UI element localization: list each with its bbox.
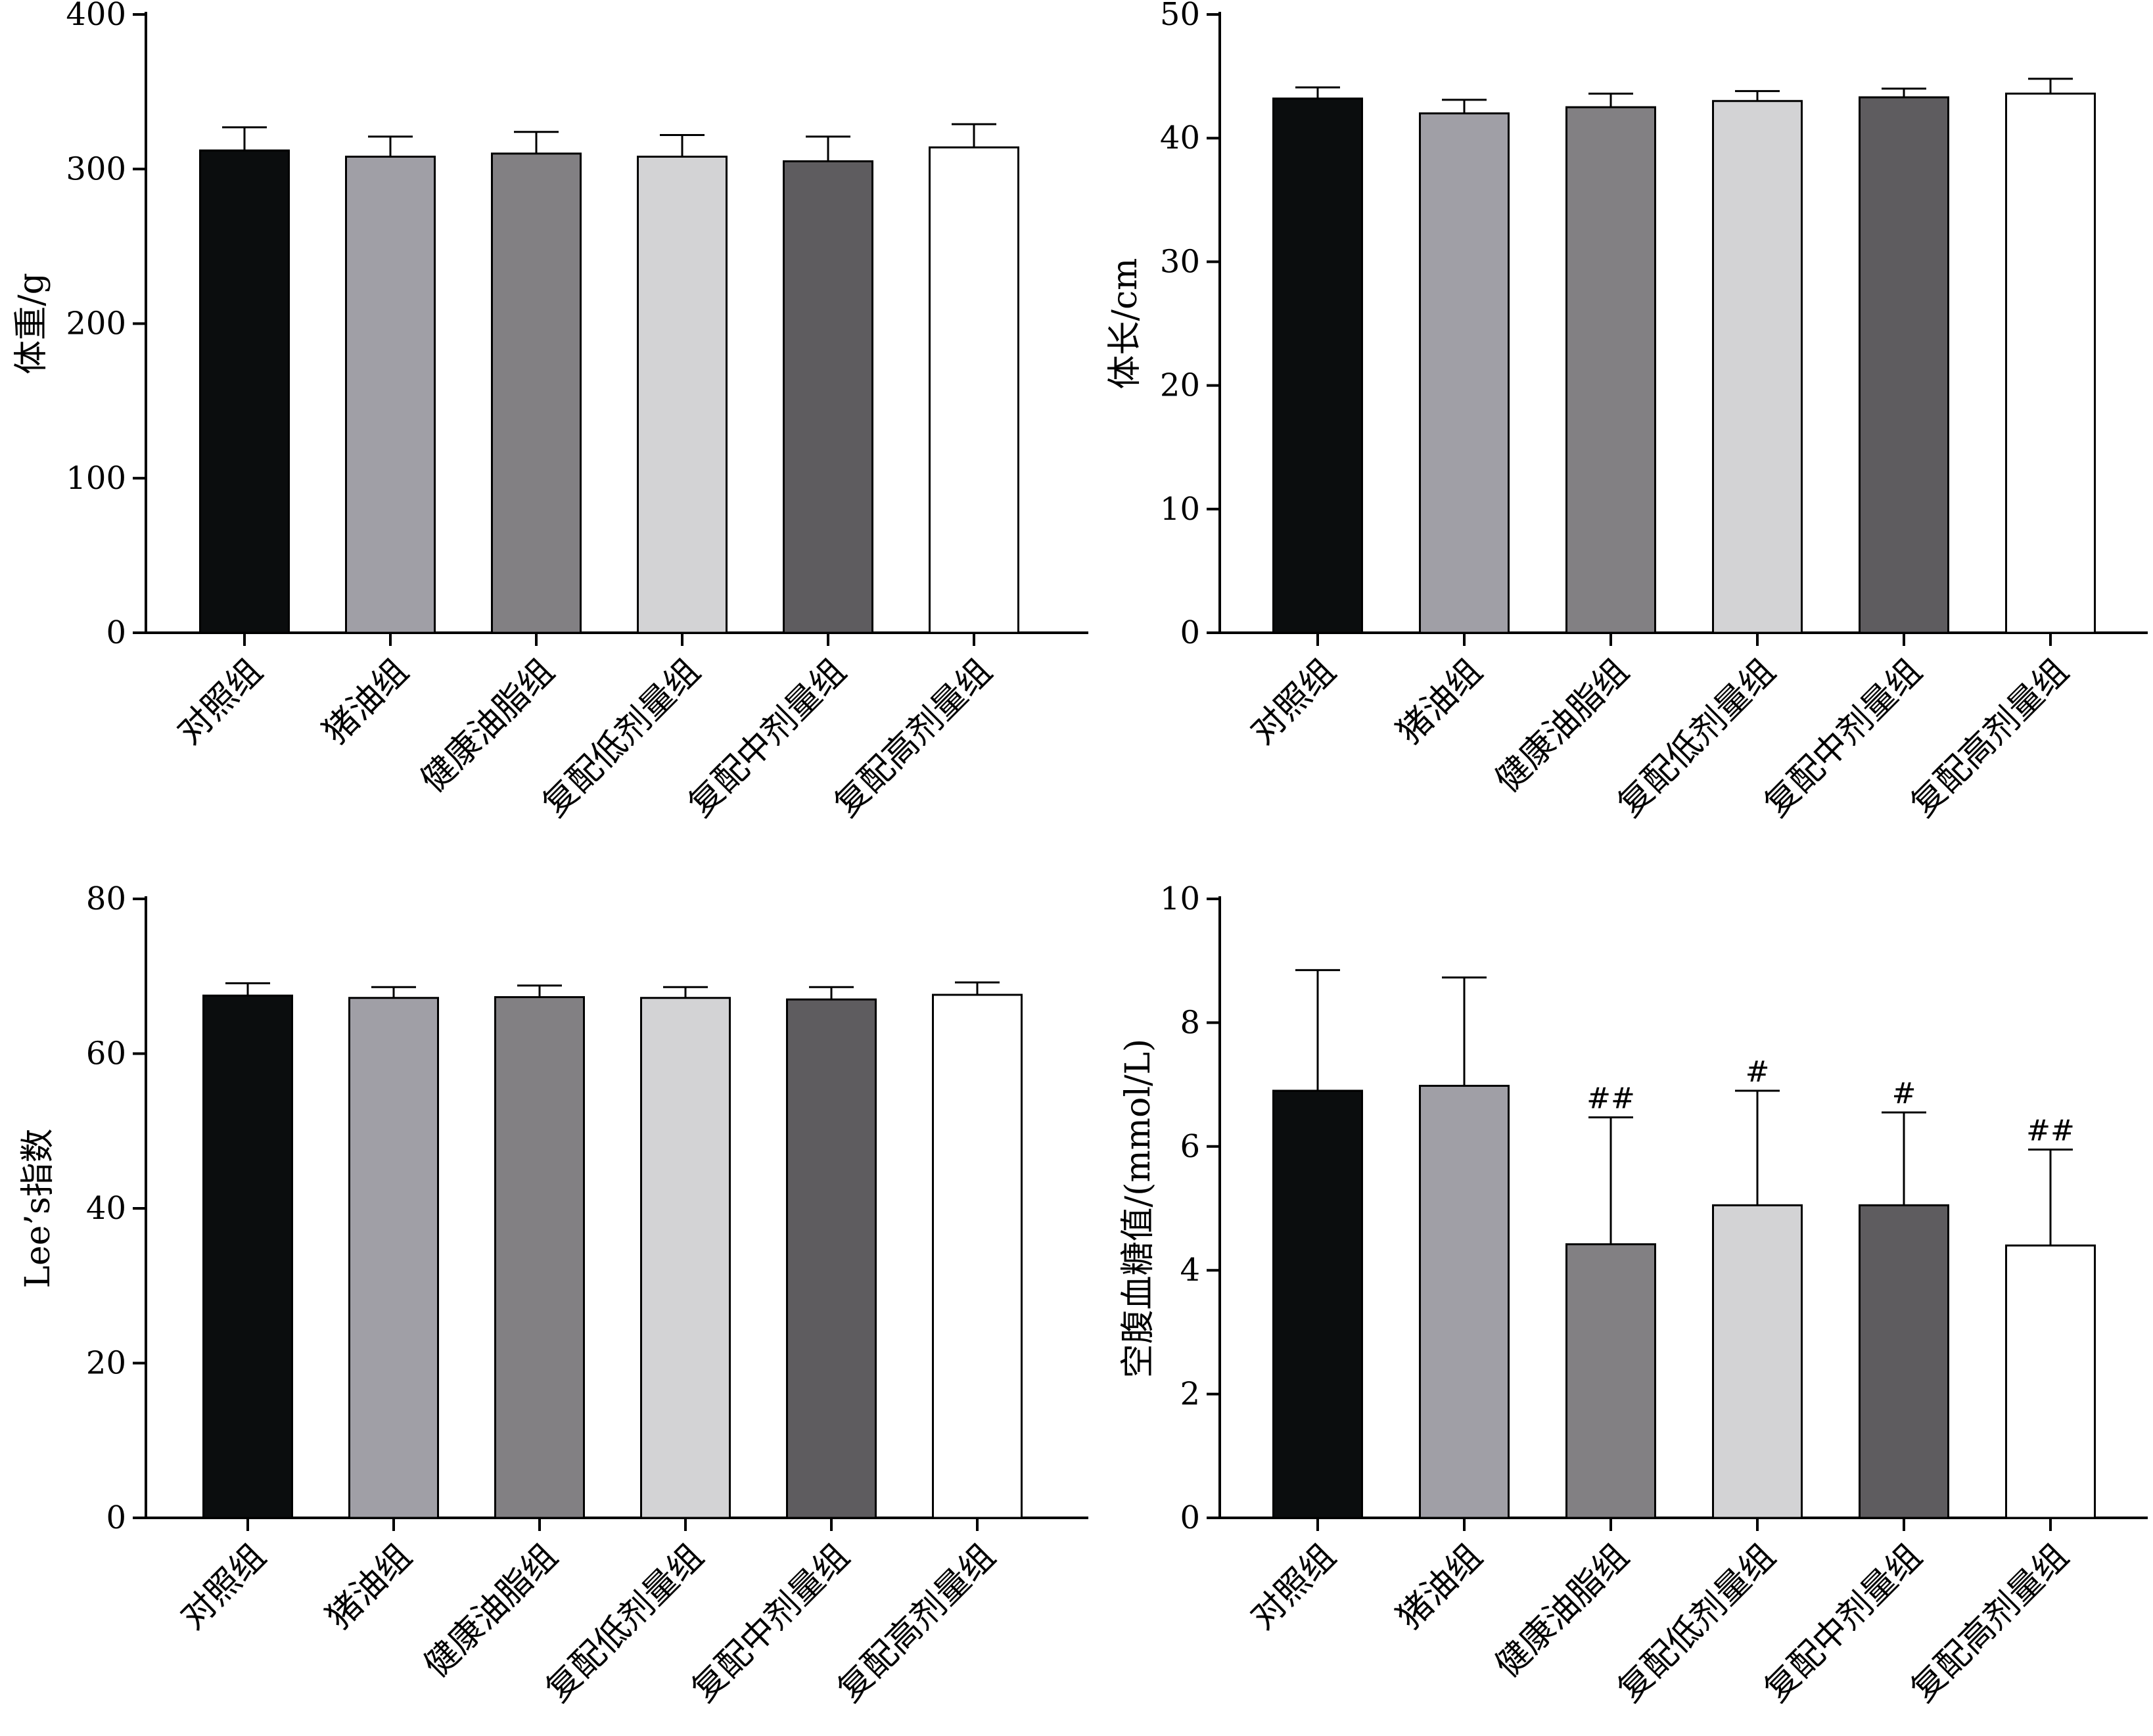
y-tick-label: 40 — [1160, 120, 1200, 156]
category-label: 复配高剂量组 — [830, 1537, 1003, 1710]
y-tick-label: 300 — [66, 150, 126, 187]
category-label: 猪油组 — [1389, 652, 1490, 752]
bar — [199, 149, 290, 634]
category-label: 健康油脂组 — [413, 652, 562, 800]
bar — [1859, 96, 1949, 634]
significance-label: ## — [2026, 1114, 2075, 1148]
category-label: 复配中剂量组 — [1757, 652, 1930, 825]
y-tick-label: 100 — [66, 460, 126, 497]
bar — [1565, 1243, 1656, 1519]
bar — [491, 152, 582, 634]
category-label: 猪油组 — [1389, 1537, 1490, 1637]
y-tick-label: 0 — [106, 1499, 126, 1536]
panel-fasting-glucose: 0 2 4 6 8 10 空腹血糖值/(mmol/L) 对照组 猪油组 ## 健康油脂组 # 复配低剂量… — [1119, 880, 2148, 1710]
bar — [2005, 1245, 2096, 1519]
y-tick-label: 0 — [1180, 614, 1200, 651]
bar — [783, 160, 873, 634]
y-tick-label: 6 — [1180, 1128, 1200, 1165]
bar — [1859, 1204, 1949, 1519]
y-tick-label: 200 — [66, 306, 126, 342]
significance-label: # — [1746, 1055, 1770, 1089]
category-label: 健康油脂组 — [417, 1537, 565, 1685]
category-label: 复配高剂量组 — [827, 652, 1000, 825]
y-tick-label: 20 — [1160, 367, 1200, 404]
category-label: 健康油脂组 — [1488, 1537, 1636, 1685]
y-tick-label: 40 — [86, 1190, 126, 1227]
category-label: 猪油组 — [319, 1537, 419, 1637]
y-tick-label: 0 — [1180, 1499, 1200, 1536]
bar — [1419, 112, 1510, 634]
y-tick-label: 400 — [66, 0, 126, 33]
y-tick-label: 8 — [1180, 1004, 1200, 1041]
y-tick-label: 10 — [1160, 491, 1200, 528]
bar — [345, 155, 436, 634]
category-label: 复配中剂量组 — [1757, 1537, 1930, 1710]
y-axis-title: 空腹血糖值/(mmol/L) — [1119, 1039, 1158, 1379]
bar — [1565, 106, 1656, 634]
category-label: 复配低剂量组 — [1610, 652, 1783, 825]
bar — [494, 996, 585, 1519]
y-tick-label: 50 — [1160, 0, 1200, 33]
category-label: 复配高剂量组 — [1903, 1537, 2076, 1710]
bar — [1419, 1084, 1510, 1519]
bar — [932, 994, 1023, 1519]
significance-label: # — [1892, 1077, 1916, 1110]
y-axis-title: Lee’s指数 — [18, 1128, 58, 1288]
y-tick-label: 2 — [1180, 1376, 1200, 1413]
panel-body-length: 0 10 20 30 40 50 体长/cm 对照组 猪油组健康油脂组复配低剂量组复配中剂量组复… — [1105, 0, 2148, 825]
bar — [1272, 1089, 1363, 1519]
y-tick-label: 80 — [86, 880, 126, 917]
y-tick-label: 60 — [86, 1036, 126, 1072]
bar — [1712, 1204, 1803, 1519]
bar — [2005, 92, 2096, 634]
bar — [1272, 97, 1363, 634]
category-label: 健康油脂组 — [1488, 652, 1636, 800]
y-tick-label: 20 — [86, 1345, 126, 1382]
y-axis-title: 体重/g — [12, 273, 51, 375]
significance-label: ## — [1586, 1082, 1635, 1116]
category-label: 对照组 — [1243, 652, 1343, 752]
bar — [348, 997, 439, 1519]
category-label: 复配高剂量组 — [1903, 652, 2076, 825]
category-label: 复配低剂量组 — [1610, 1537, 1783, 1710]
y-tick-label: 10 — [1160, 880, 1200, 917]
y-tick-label: 30 — [1160, 243, 1200, 280]
bar — [640, 997, 731, 1519]
bar — [929, 146, 1019, 634]
bar — [637, 155, 728, 634]
bar — [786, 998, 877, 1519]
y-tick-label: 0 — [106, 614, 126, 651]
category-label: 猪油组 — [315, 652, 416, 752]
bar — [1712, 100, 1803, 634]
bar — [202, 994, 293, 1519]
category-label: 对照组 — [173, 1537, 273, 1637]
category-label: 对照组 — [1243, 1537, 1343, 1637]
category-label: 对照组 — [170, 652, 270, 752]
y-axis-title: 体长/cm — [1105, 258, 1145, 390]
y-tick-label: 4 — [1180, 1252, 1200, 1289]
